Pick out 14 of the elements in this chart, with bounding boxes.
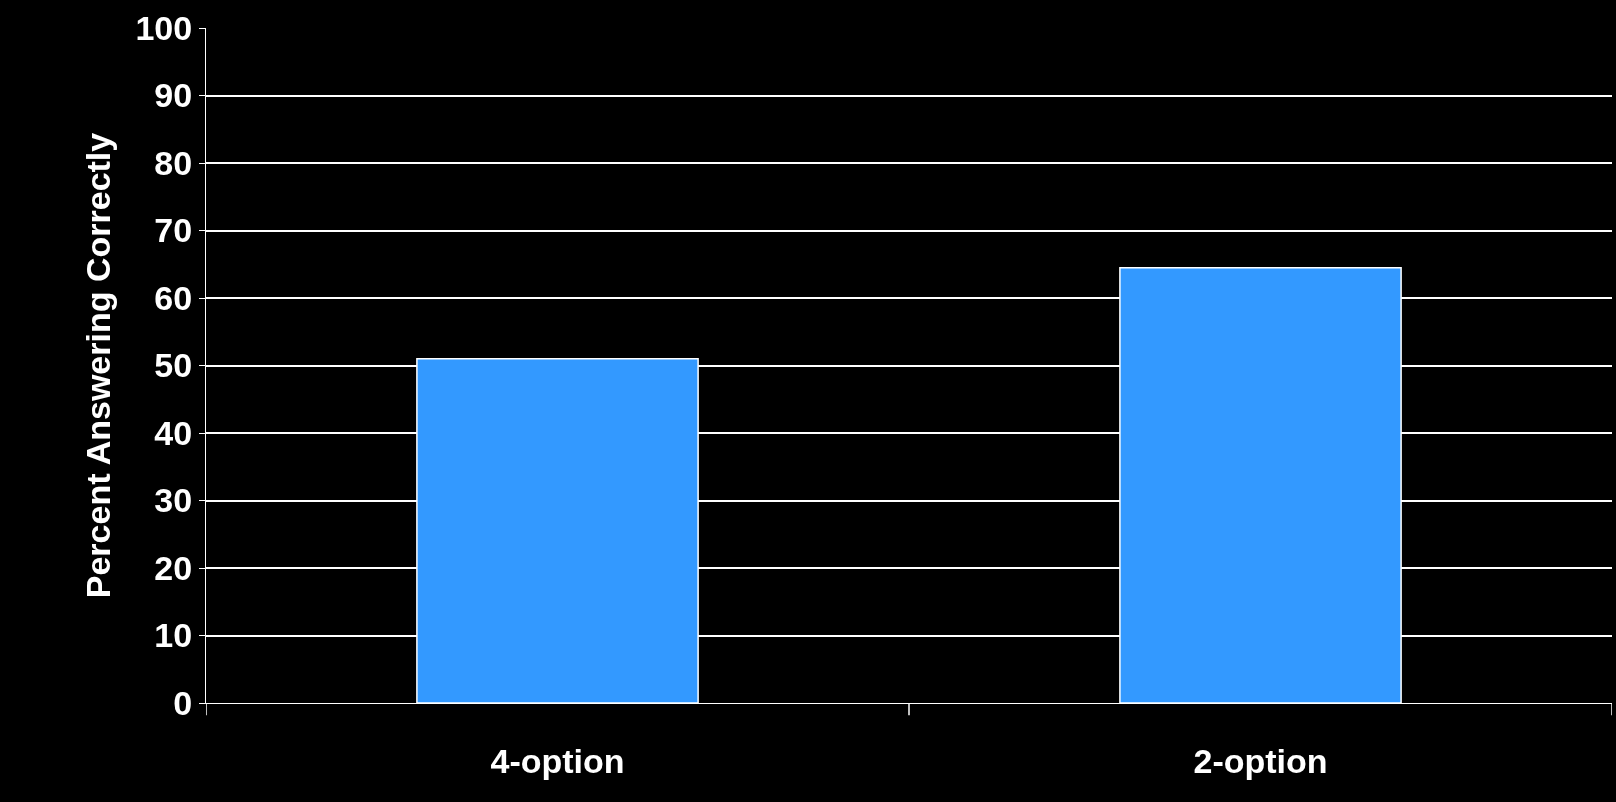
y-tick-label: 40	[154, 413, 193, 452]
y-tick-label: 80	[154, 143, 193, 182]
y-tick-label: 0	[173, 683, 193, 722]
y-tick-label: 70	[154, 211, 193, 250]
y-tick-label: 50	[154, 346, 193, 385]
y-tick-label: 20	[154, 548, 193, 587]
y-tick-label: 60	[154, 278, 193, 317]
y-tick-label: 30	[154, 481, 193, 520]
x-tick-label: 2-option	[1193, 741, 1328, 780]
x-tick-label: 4-option	[490, 741, 625, 780]
y-tick-label: 10	[154, 616, 193, 655]
y-tick-label: 100	[135, 8, 193, 47]
y-axis-title: Percent Answering Correctly	[79, 132, 118, 599]
y-tick-label: 90	[154, 76, 193, 115]
